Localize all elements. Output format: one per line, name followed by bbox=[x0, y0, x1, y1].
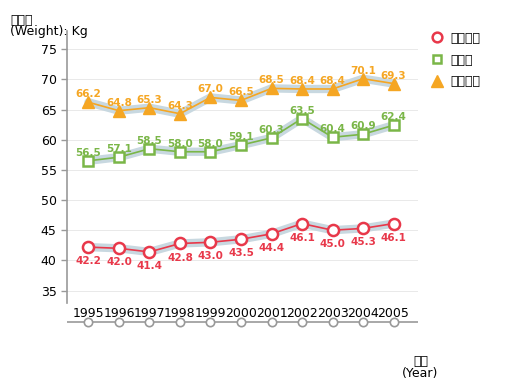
Text: 66.5: 66.5 bbox=[228, 87, 254, 97]
Text: 67.0: 67.0 bbox=[198, 85, 223, 94]
Text: 59.1: 59.1 bbox=[228, 132, 254, 142]
Legend: 초등학교, 중학교, 고등학교: 초등학교, 중학교, 고등학교 bbox=[431, 32, 480, 88]
Text: 41.4: 41.4 bbox=[136, 261, 163, 271]
Text: 66.2: 66.2 bbox=[75, 89, 101, 99]
Text: 60.9: 60.9 bbox=[350, 121, 376, 131]
Text: 45.0: 45.0 bbox=[319, 239, 346, 249]
Text: 68.4: 68.4 bbox=[289, 76, 315, 86]
Text: 연도: 연도 bbox=[413, 355, 428, 368]
Text: 63.5: 63.5 bbox=[289, 106, 315, 116]
Text: 58.5: 58.5 bbox=[137, 136, 163, 146]
Text: 60.3: 60.3 bbox=[259, 125, 284, 135]
Text: (Year): (Year) bbox=[402, 367, 439, 380]
Text: 몸무계: 몸무계 bbox=[10, 14, 33, 27]
Text: 42.0: 42.0 bbox=[106, 257, 132, 267]
Text: 64.3: 64.3 bbox=[167, 101, 193, 111]
Text: 42.8: 42.8 bbox=[167, 253, 193, 263]
Text: 46.1: 46.1 bbox=[381, 233, 407, 242]
Text: 43.0: 43.0 bbox=[198, 251, 223, 262]
Text: 57.1: 57.1 bbox=[106, 144, 132, 154]
Text: 70.1: 70.1 bbox=[350, 66, 376, 76]
Text: 56.5: 56.5 bbox=[75, 148, 101, 158]
Text: 64.8: 64.8 bbox=[106, 98, 132, 108]
Text: 44.4: 44.4 bbox=[259, 243, 284, 253]
Text: 68.4: 68.4 bbox=[319, 76, 346, 86]
Text: 60.4: 60.4 bbox=[319, 124, 346, 134]
Text: 58.0: 58.0 bbox=[167, 139, 193, 149]
Text: 69.3: 69.3 bbox=[381, 71, 407, 81]
Text: 62.4: 62.4 bbox=[381, 112, 407, 122]
Text: 46.1: 46.1 bbox=[289, 233, 315, 242]
Text: 45.3: 45.3 bbox=[350, 237, 376, 248]
Text: 43.5: 43.5 bbox=[228, 248, 254, 258]
Text: 68.5: 68.5 bbox=[259, 75, 284, 85]
Text: (Weight): Kg: (Weight): Kg bbox=[10, 25, 88, 38]
Text: 65.3: 65.3 bbox=[137, 95, 163, 105]
Text: 42.2: 42.2 bbox=[75, 256, 101, 266]
Text: 58.0: 58.0 bbox=[198, 139, 223, 149]
